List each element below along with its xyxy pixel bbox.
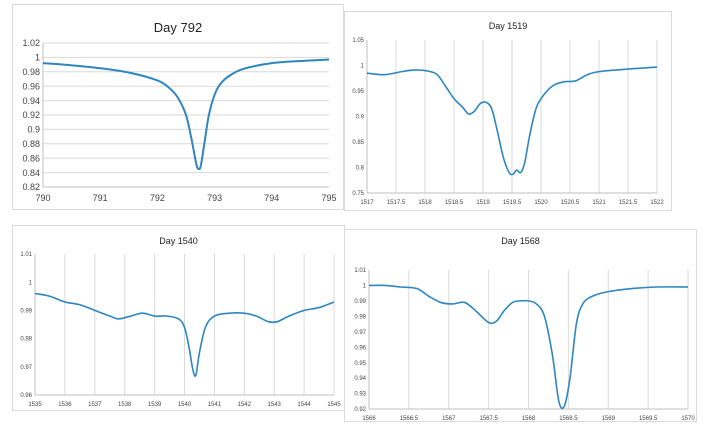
x-tick-label: 1542 — [238, 402, 252, 408]
chart-title: Day 1519 — [489, 21, 528, 31]
series-line — [366, 66, 658, 176]
x-tick-label: 1569 — [602, 416, 616, 421]
chart-svg: Day 1540 0.96 0.97 0.98 0.99 1 1.01 1535 1536 153… — [20, 236, 341, 408]
x-tick-label: 1569.5 — [639, 416, 658, 421]
x-tick-label: 1538 — [118, 402, 132, 408]
y-tick-label: 0.86 — [22, 153, 40, 163]
y-tick-label: 1 — [29, 280, 33, 286]
x-tick-label: 1518 — [418, 200, 432, 206]
series-line — [42, 58, 330, 171]
y-tick-label: 0.88 — [22, 139, 40, 149]
x-tick-label: 1570 — [681, 416, 695, 421]
y-tick-label: 0.92 — [22, 110, 40, 120]
x-tick-label: 1536 — [58, 402, 72, 408]
chart-title: Day 1540 — [159, 236, 198, 246]
x-tick-label: 790 — [35, 193, 50, 203]
x-tick-label: 1522 — [650, 200, 664, 206]
x-tick-label: 792 — [150, 193, 165, 203]
y-tick-label: 0.85 — [352, 140, 364, 146]
y-tick-label: 1 — [35, 53, 40, 63]
y-tick-label: 0.9 — [27, 125, 40, 135]
y-tick-label: 0.98 — [20, 337, 32, 343]
y-tick-label: 0.97 — [354, 330, 366, 336]
x-tick-label: 1567.5 — [479, 416, 498, 421]
y-tick-label: 1 — [363, 284, 367, 290]
y-tick-label: 0.92 — [354, 407, 366, 413]
x-tick-label: 1539 — [148, 402, 162, 408]
y-tick-label: 0.96 — [20, 393, 32, 399]
chart-title: Day 1568 — [501, 236, 540, 246]
x-tick-label: 1545 — [327, 402, 341, 408]
y-tick-label: 1.05 — [352, 38, 364, 44]
chart-svg: Day 1519 0.75 0.8 0.85 0.9 0.95 1 1.05 1517 1517.… — [352, 21, 664, 206]
x-tick-label: 791 — [93, 193, 108, 203]
x-tick-label: 1544 — [297, 402, 311, 408]
x-tick-label: 1517 — [360, 200, 374, 206]
x-tick-label: 795 — [321, 193, 336, 203]
chart-svg: Day 1568 0.92 0.93 0.94 0.95 0.96 0.97 0.98 0.99… — [354, 236, 695, 421]
y-tick-label: 0.96 — [354, 345, 366, 351]
chart-panel-day-792: Day 792 0.82 0.84 0.86 0.88 0.9 0.92 0.94 0.96 0.… — [12, 4, 344, 210]
x-tick-label: 1521 — [592, 200, 606, 206]
x-tick-label: 1519.5 — [503, 200, 522, 206]
y-tick-label: 0.93 — [354, 392, 366, 398]
chart-svg: Day 792 0.82 0.84 0.86 0.88 0.9 0.92 0.94 0.96 0.… — [22, 20, 336, 203]
y-tick-label: 0.98 — [22, 67, 40, 77]
y-tick-label: 0.99 — [20, 309, 32, 315]
x-tick-label: 1543 — [268, 402, 282, 408]
chart-title: Day 792 — [154, 20, 202, 35]
y-tick-label: 0.8 — [356, 166, 365, 172]
y-tick-label: 1.01 — [20, 252, 32, 258]
x-tick-label: 793 — [207, 193, 222, 203]
y-tick-label: 0.95 — [352, 89, 364, 95]
chart-panel-day-1568: Day 1568 0.92 0.93 0.94 0.95 0.96 0.97 0.98 0.99… — [344, 229, 697, 422]
y-tick-label: 0.94 — [354, 376, 366, 382]
x-tick-label: 1535 — [28, 402, 42, 408]
series-line — [34, 292, 335, 378]
chart-panel-day-1540: Day 1540 0.96 0.97 0.98 0.99 1 1.01 1535 1536 153… — [12, 225, 345, 411]
y-tick-label: 0.75 — [352, 191, 364, 197]
y-tick-label: 0.82 — [22, 182, 40, 192]
x-tick-label: 1521.5 — [619, 200, 638, 206]
y-tick-label: 1.02 — [22, 38, 40, 48]
x-tick-label: 1567 — [442, 416, 456, 421]
x-tick-label: 1541 — [208, 402, 222, 408]
x-tick-label: 794 — [264, 193, 279, 203]
chart-panel-day-1519: Day 1519 0.75 0.8 0.85 0.9 0.95 1 1.05 1517 1517.… — [344, 11, 672, 211]
x-tick-label: 1520.5 — [561, 200, 580, 206]
y-tick-label: 0.84 — [22, 168, 40, 178]
y-tick-label: 0.96 — [22, 81, 40, 91]
x-tick-label: 1518.5 — [445, 200, 464, 206]
x-tick-label: 1566.5 — [400, 416, 419, 421]
series-line — [368, 284, 689, 410]
y-tick-label: 0.9 — [356, 115, 365, 121]
y-tick-label: 1 — [361, 64, 365, 70]
x-tick-label: 1517.5 — [387, 200, 406, 206]
y-tick-label: 1.01 — [354, 268, 366, 274]
y-tick-label: 0.95 — [354, 361, 366, 367]
y-tick-label: 0.99 — [354, 299, 366, 305]
x-tick-label: 1540 — [178, 402, 192, 408]
y-tick-label: 0.97 — [20, 365, 32, 371]
y-tick-label: 0.98 — [354, 314, 366, 320]
x-tick-label: 1520 — [534, 200, 548, 206]
x-tick-label: 1568.5 — [559, 416, 578, 421]
x-tick-label: 1566 — [362, 416, 376, 421]
x-tick-label: 1537 — [88, 402, 102, 408]
x-tick-label: 1519 — [476, 200, 490, 206]
y-tick-label: 0.94 — [22, 96, 40, 106]
x-tick-label: 1568 — [522, 416, 536, 421]
